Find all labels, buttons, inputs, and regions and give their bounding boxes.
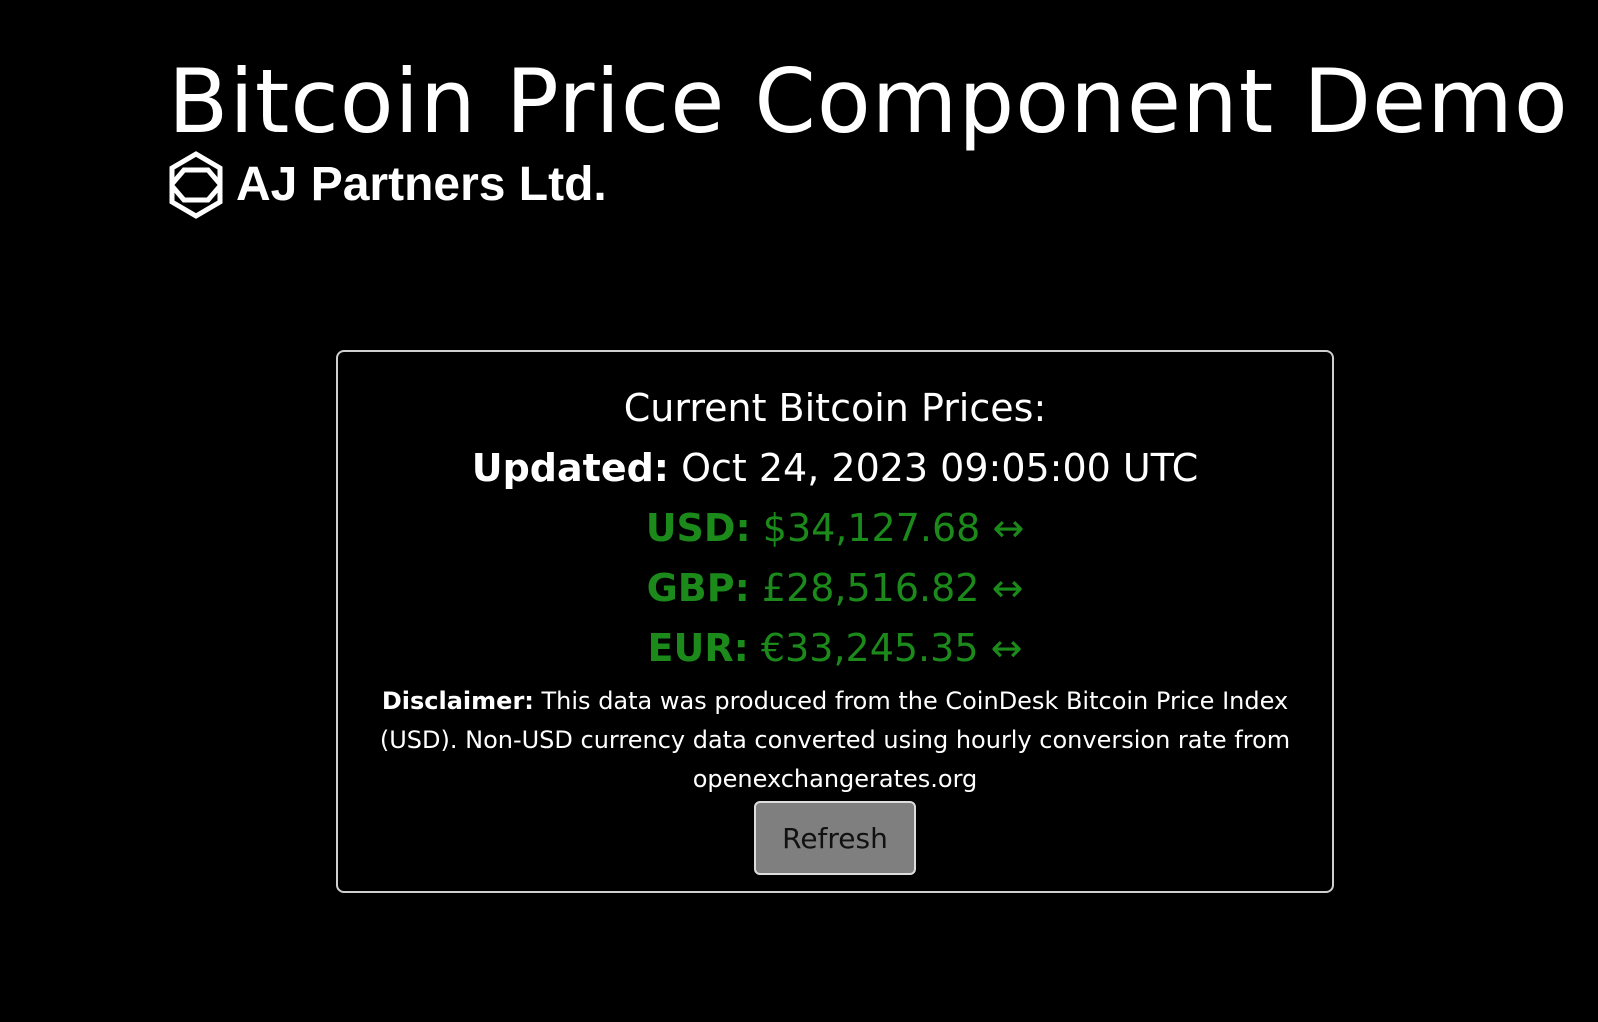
currency-value: £28,516.82 bbox=[761, 566, 980, 610]
currency-value: $34,127.68 bbox=[762, 506, 981, 550]
currency-value: €33,245.35 bbox=[760, 626, 979, 670]
disclaimer-label: Disclaimer: bbox=[381, 687, 534, 715]
updated-line: Updated: Oct 24, 2023 09:05:00 UTC bbox=[338, 442, 1332, 494]
price-row-usd: USD: $34,127.68 ↔ bbox=[338, 502, 1332, 554]
trend-arrow-icon: ↔ bbox=[992, 506, 1025, 550]
updated-label: Updated: bbox=[471, 446, 669, 490]
price-row-eur: EUR: €33,245.35 ↔ bbox=[338, 622, 1332, 674]
brand-logo: AJ Partners Ltd. bbox=[166, 150, 607, 220]
trend-arrow-icon: ↔ bbox=[990, 626, 1023, 670]
brand-name: AJ Partners Ltd. bbox=[236, 158, 607, 211]
disclaimer-text: This data was produced from the CoinDesk… bbox=[379, 687, 1291, 793]
currency-label: GBP: bbox=[646, 566, 750, 610]
bitcoin-price-card: Current Bitcoin Prices: Updated: Oct 24,… bbox=[336, 350, 1334, 893]
trend-arrow-icon: ↔ bbox=[991, 566, 1024, 610]
updated-value: Oct 24, 2023 09:05:00 UTC bbox=[681, 446, 1199, 490]
page-title: Bitcoin Price Component Demo bbox=[168, 50, 1569, 153]
currency-label: USD: bbox=[645, 506, 751, 550]
disclaimer: Disclaimer: This data was produced from … bbox=[365, 682, 1305, 799]
hexagon-logo-icon bbox=[166, 150, 226, 220]
card-heading: Current Bitcoin Prices: bbox=[623, 386, 1047, 430]
currency-label: EUR: bbox=[647, 626, 749, 670]
refresh-button[interactable]: Refresh bbox=[754, 801, 916, 875]
price-row-gbp: GBP: £28,516.82 ↔ bbox=[338, 562, 1332, 614]
